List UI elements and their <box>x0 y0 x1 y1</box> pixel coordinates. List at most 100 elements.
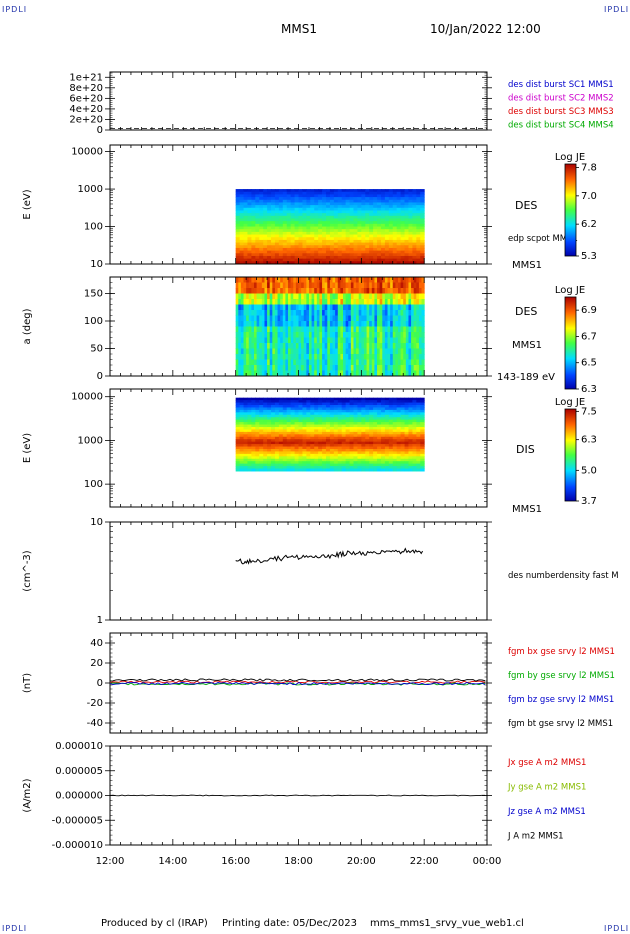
spectrogram-cell <box>374 348 378 355</box>
spectrogram-cell <box>384 451 390 455</box>
spectrogram-cell <box>373 431 378 435</box>
spectrogram-cell <box>255 189 260 193</box>
panel-frame-dist <box>109 71 488 131</box>
spectrogram-cell <box>416 444 421 448</box>
spectrogram-cell <box>416 431 421 435</box>
spectrogram-cell <box>248 348 252 355</box>
spectrogram-cell <box>255 202 260 206</box>
spectrogram-cell <box>412 245 417 249</box>
spectrogram-cell <box>282 258 288 262</box>
spectrogram-cell <box>319 282 323 289</box>
spectrogram-cell <box>288 343 292 349</box>
spectrogram-cell <box>369 429 374 433</box>
spectrogram-cell <box>412 461 417 465</box>
spectrogram-cell <box>420 191 425 195</box>
spectrogram-cell <box>259 414 264 418</box>
spectrogram-cell <box>238 348 242 355</box>
spectrogram-cell <box>322 463 327 467</box>
spectrogram-cell <box>345 419 351 423</box>
dis-energy-colorbar-tick-label: 3.7 <box>581 496 597 507</box>
spectrogram-cell <box>246 332 250 338</box>
spectrogram-cell <box>256 277 260 283</box>
spectrogram-cell <box>239 466 245 470</box>
spectrogram-cell <box>310 239 315 244</box>
spectrogram-cell <box>318 253 323 257</box>
spectrogram-cell <box>371 337 375 344</box>
spectrogram-cell <box>358 282 362 289</box>
spectrogram-cell <box>302 453 307 457</box>
spectrogram-cell <box>261 348 265 355</box>
spectrogram-cell <box>274 194 280 198</box>
spectrogram-cell <box>251 354 255 360</box>
spectrogram-cell <box>382 299 386 305</box>
spectrogram-cell <box>345 359 349 366</box>
spectrogram-cell <box>384 412 390 416</box>
spectrogram-cell <box>413 354 417 360</box>
spectrogram-cell <box>290 189 296 193</box>
spectrogram-cell <box>243 293 247 300</box>
spectrogram-cell <box>356 282 360 289</box>
spectrogram-cell <box>356 359 360 366</box>
spectrogram-cell <box>238 304 242 311</box>
spectrogram-cell <box>290 288 294 294</box>
spectrogram-cell <box>298 448 303 452</box>
spectrogram-cell <box>251 458 256 462</box>
spectrogram-cell <box>341 424 347 428</box>
spectrogram-cell <box>267 197 272 201</box>
spectrogram-cell <box>288 365 292 371</box>
spectrogram-cell <box>259 453 264 457</box>
spectrogram-cell <box>251 429 256 433</box>
spectrogram-cell <box>377 354 381 360</box>
spectrogram-cell <box>239 226 245 230</box>
spectrogram-cell <box>418 277 423 283</box>
spectrogram-cell <box>416 343 420 349</box>
spectrogram-cell <box>274 229 280 233</box>
spectrogram-cell <box>263 261 268 265</box>
spectrogram-cell <box>298 463 303 467</box>
spectrogram-cell <box>290 448 296 452</box>
spectrogram-cell <box>243 213 248 217</box>
spectrogram-cell <box>285 365 289 371</box>
corner-label-left: IPDLI <box>2 5 28 14</box>
spectrogram-cell <box>361 429 366 433</box>
spectrogram-cell <box>349 218 354 222</box>
spectrogram-cell <box>365 468 370 472</box>
spectrogram-cell <box>308 370 313 377</box>
spectrogram-cell <box>251 365 255 371</box>
spectrogram-cell <box>274 304 279 311</box>
spectrogram-cell <box>396 453 402 457</box>
spectrogram-cell <box>314 245 319 249</box>
spectrogram-cell <box>349 407 354 411</box>
spectrogram-cell <box>308 326 313 333</box>
spectrogram-cell <box>322 419 327 423</box>
spectrogram-cell <box>286 448 292 452</box>
spectrogram-cell <box>322 422 327 426</box>
spectrogram-cell <box>259 326 263 333</box>
spectrogram-cell <box>353 444 358 448</box>
spectrogram-cell <box>322 277 326 283</box>
spectrogram-cell <box>263 412 268 416</box>
spectrogram-cell <box>421 288 425 294</box>
spectrogram-cell <box>251 417 256 421</box>
spectrogram-cell <box>325 261 331 265</box>
spectrogram-cell <box>285 282 289 289</box>
spectrogram-cell <box>322 321 326 327</box>
spectrogram-cell <box>400 250 406 254</box>
spectrogram-cell <box>247 407 252 411</box>
spectrogram-cell <box>251 250 256 254</box>
spectrogram-cell <box>392 321 396 327</box>
spectrogram-cell <box>322 414 327 418</box>
spectrogram-cell <box>267 293 271 300</box>
spectrogram-cell <box>272 332 276 338</box>
spectrogram-cell <box>318 191 323 195</box>
spectrogram-cell <box>420 446 425 450</box>
spectrogram-cell <box>371 304 375 311</box>
spectrogram-cell <box>274 463 280 467</box>
spectrogram-cell <box>325 446 331 450</box>
spectrogram-cell <box>388 213 394 217</box>
spectrogram-cell <box>298 194 303 198</box>
spectrogram-cell <box>387 337 391 344</box>
des-pitch-colorbar <box>564 296 577 390</box>
spectrogram-cell <box>373 429 378 433</box>
spectrogram-cell <box>337 461 343 465</box>
